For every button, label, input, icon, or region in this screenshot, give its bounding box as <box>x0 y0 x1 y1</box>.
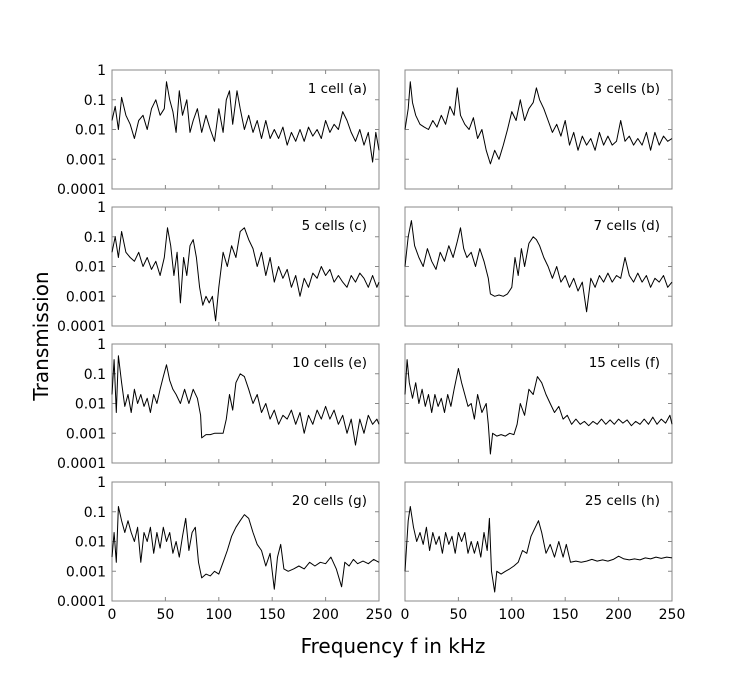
x-tick-label: 150 <box>552 607 579 623</box>
subplot-8: 0 50 100 150 200 250 25 cells (h) <box>401 481 686 623</box>
transmission-line <box>111 81 380 163</box>
y-tick-label: 0.1 <box>84 505 106 521</box>
y-tick-label: 0.001 <box>66 152 106 168</box>
panel-label: 20 cells (g) <box>292 493 367 509</box>
y-tick-label: 1 <box>97 63 106 79</box>
y-tick-label: 0.0001 <box>57 319 106 335</box>
transmission-line <box>111 227 380 322</box>
x-tick-label: 250 <box>659 607 686 623</box>
panel-label: 1 cell (a) <box>308 81 367 97</box>
transmission-line <box>111 355 380 446</box>
x-tick-label: 0 <box>108 607 117 623</box>
y-tick-label: 0.001 <box>66 289 106 305</box>
panel-label: 10 cells (e) <box>292 355 367 371</box>
y-tick-label: 0.01 <box>75 397 106 413</box>
subplot-4: 7 cells (d) <box>404 206 673 327</box>
x-tick-label: 50 <box>156 607 174 623</box>
x-tick-label: 100 <box>205 607 232 623</box>
x-tick-label: 200 <box>605 607 632 623</box>
y-tick-label: 0.0001 <box>57 182 106 198</box>
transmission-line <box>111 506 380 590</box>
x-tick-label: 250 <box>366 607 393 623</box>
y-tick-label: 0.001 <box>66 564 106 580</box>
subplot-5: 1 0.1 0.01 0.001 0.0001 10 cells (e) <box>57 337 380 472</box>
x-tick-label: 50 <box>449 607 467 623</box>
y-tick-label: 1 <box>97 475 106 491</box>
x-axis-label: Frequency f in kHz <box>301 634 486 658</box>
panel-label: 15 cells (f) <box>589 355 660 371</box>
panel-label: 25 cells (h) <box>585 493 660 509</box>
panels-container: 1 0.1 0.01 0.001 0.0001 1 cell (a) 3 cells (b)… <box>57 63 685 623</box>
y-tick-label: 1 <box>97 200 106 216</box>
panel-label: 7 cells (d) <box>593 218 660 234</box>
subplot-6: 15 cells (f) <box>404 343 673 464</box>
transmission-line <box>404 506 673 593</box>
y-tick-label: 0.0001 <box>57 456 106 472</box>
transmission-line <box>404 81 673 165</box>
y-tick-label: 0.001 <box>66 426 106 442</box>
y-tick-label: 0.01 <box>75 260 106 276</box>
y-tick-label: 0.1 <box>84 367 106 383</box>
y-tick-label: 0.1 <box>84 93 106 109</box>
y-tick-label: 0.0001 <box>57 594 106 610</box>
x-tick-label: 200 <box>312 607 339 623</box>
y-tick-label: 1 <box>97 337 106 353</box>
transmission-line <box>404 359 673 455</box>
panel-label: 3 cells (b) <box>593 81 660 97</box>
y-tick-label: 0.1 <box>84 230 106 246</box>
subplot-1: 1 0.1 0.01 0.001 0.0001 1 cell (a) <box>57 63 380 198</box>
y-tick-label: 0.01 <box>75 535 106 551</box>
x-tick-label: 100 <box>498 607 525 623</box>
subplot-2: 3 cells (b) <box>404 69 673 190</box>
subplot-3: 1 0.1 0.01 0.001 0.0001 5 cells (c) <box>57 200 380 335</box>
x-tick-label: 150 <box>259 607 286 623</box>
y-axis-label: Transmission <box>29 271 53 401</box>
transmission-line <box>404 220 673 313</box>
panel-label: 5 cells (c) <box>302 218 367 234</box>
x-tick-label: 0 <box>401 607 410 623</box>
y-tick-label: 0.01 <box>75 123 106 139</box>
